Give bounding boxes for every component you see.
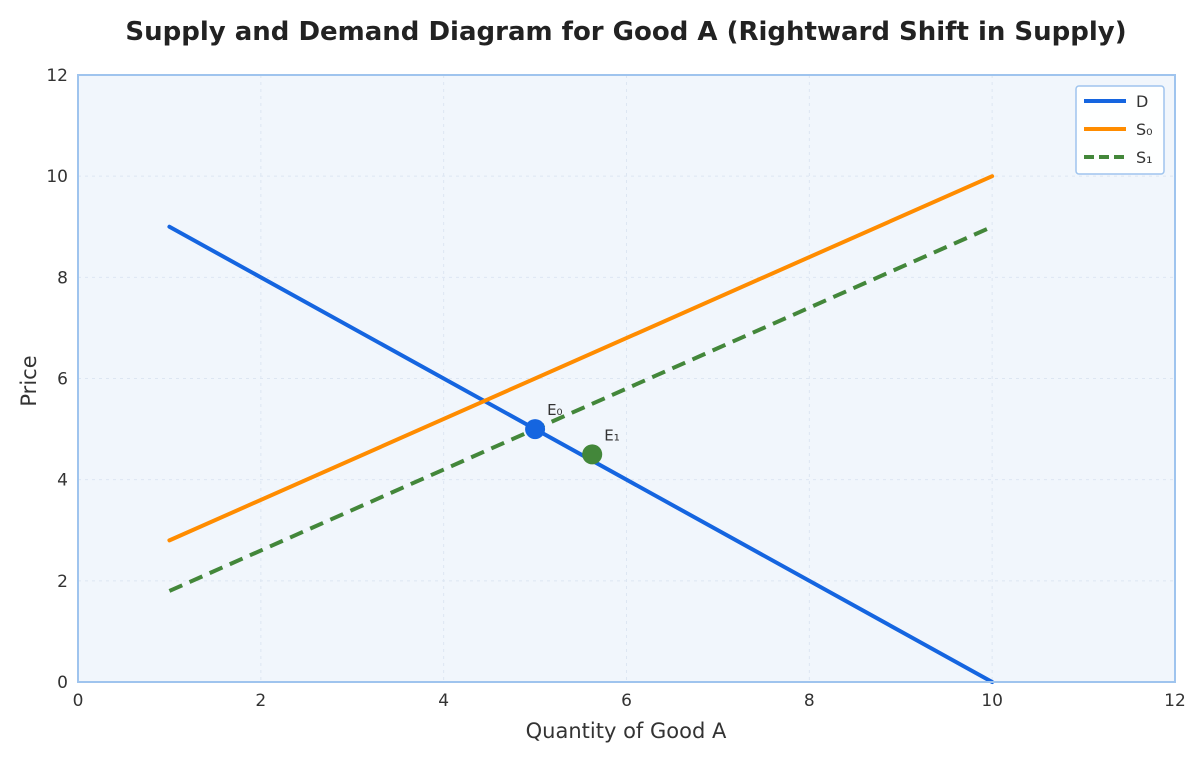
series-line-2 xyxy=(168,224,993,593)
y-tick-label: 10 xyxy=(46,167,68,187)
y-tick-label: 12 xyxy=(46,66,68,86)
legend: D S₀ S₁ xyxy=(1075,85,1165,175)
series-line-1 xyxy=(167,174,995,543)
x-tick-label: 6 xyxy=(621,691,632,711)
legend-label-0: D xyxy=(1136,92,1148,111)
x-tick-label: 0 xyxy=(73,691,84,711)
equilibrium-point-label-1: E₁ xyxy=(604,426,620,444)
series-line-0 xyxy=(167,224,995,684)
equilibrium-points: E₀ E₁ xyxy=(525,401,620,465)
chart-title: Supply and Demand Diagram for Good A (Ri… xyxy=(125,17,1126,47)
x-tick-label: 8 xyxy=(804,691,815,711)
legend-label-1: S₀ xyxy=(1136,120,1153,139)
plot-frame xyxy=(77,74,1176,683)
y-axis-label: Price xyxy=(17,355,41,406)
equilibrium-point-label-0: E₀ xyxy=(547,401,563,419)
y-tick-label: 8 xyxy=(57,268,68,288)
tick-labels: 0 2 4 6 8 10 12 0 2 4 6 8 10 12 xyxy=(46,66,1185,711)
equilibrium-point-1 xyxy=(582,444,603,465)
x-tick-label: 10 xyxy=(981,691,1003,711)
x-tick-label: 2 xyxy=(255,691,266,711)
equilibrium-point-0 xyxy=(525,419,546,440)
x-axis-label: Quantity of Good A xyxy=(526,719,727,743)
y-tick-label: 4 xyxy=(57,471,68,491)
series-lines xyxy=(167,174,995,684)
y-tick-label: 2 xyxy=(57,572,68,592)
x-tick-label: 4 xyxy=(438,691,449,711)
x-tick-label: 12 xyxy=(1164,691,1186,711)
y-tick-label: 0 xyxy=(57,673,68,693)
legend-label-2: S₁ xyxy=(1136,148,1153,167)
y-tick-label: 6 xyxy=(57,370,68,390)
